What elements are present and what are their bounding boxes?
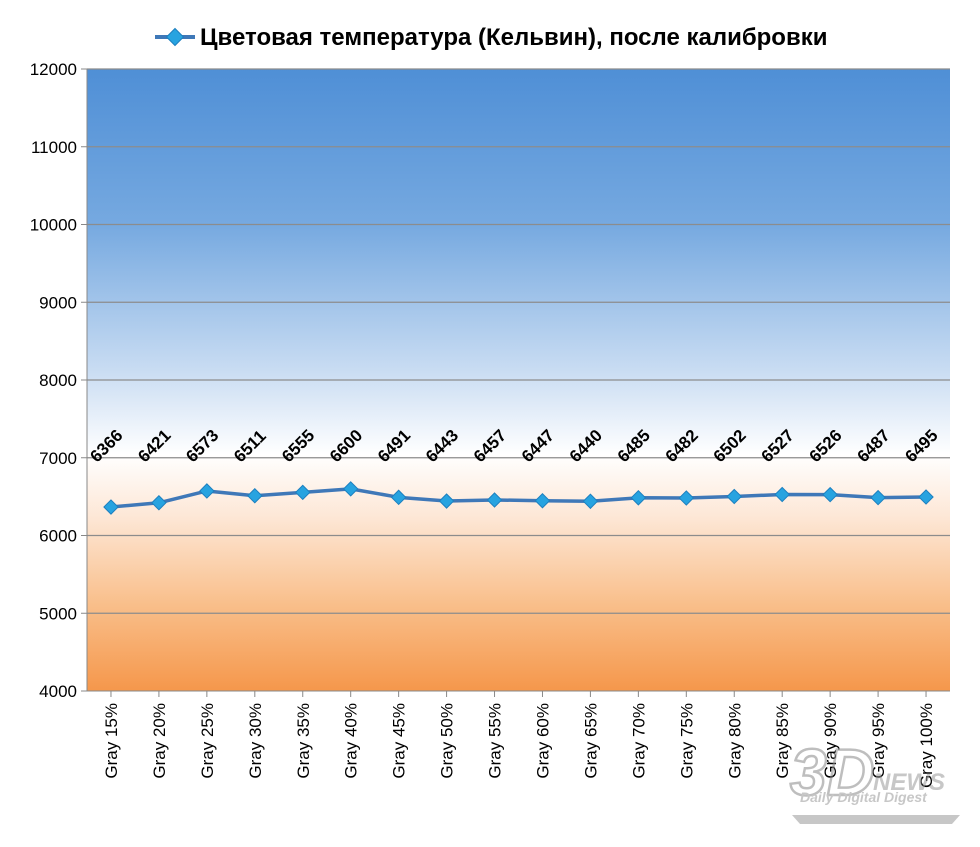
data-point [294, 484, 311, 501]
x-axis: Gray 15% Gray 20% Gray 25% Gray 30% Gray 35%… [87, 690, 950, 788]
x-tick-label: Gray 40% [342, 703, 361, 779]
svg-text:3D: 3D [790, 735, 874, 809]
data-point [534, 492, 551, 509]
y-tick-label: 7000 [39, 449, 77, 468]
x-tick-label: Gray 90% [821, 703, 840, 779]
x-tick-label: Gray 95% [869, 703, 888, 779]
x-tick-label: Gray 50% [438, 703, 457, 779]
gridlines [87, 68, 950, 614]
x-tick-label: Gray 55% [486, 703, 505, 779]
y-tick-label: 8000 [39, 371, 77, 390]
x-tick-label: Gray 60% [533, 703, 552, 779]
data-point [870, 489, 886, 506]
data-point [822, 486, 838, 503]
y-tick-label: 11000 [31, 138, 77, 157]
3dnews-logo-watermark: 3D NEWS Daily Digital Digest [789, 734, 960, 824]
legend: Цветовая температура (Кельвин), после ка… [155, 24, 827, 51]
y-tick-label: 4000 [39, 682, 77, 701]
x-tick-label: Gray 75% [677, 703, 696, 779]
x-tick-label: Gray 65% [581, 703, 600, 779]
data-point [918, 489, 934, 505]
y-tick-label: 6000 [39, 527, 77, 546]
x-tick-label: Gray 30% [246, 703, 265, 779]
x-tick-label: Gray 25% [198, 703, 217, 779]
x-tick-label: Gray 80% [725, 703, 744, 779]
data-point [486, 492, 503, 508]
y-tick-label: 10000 [30, 216, 77, 235]
data-point [342, 481, 359, 497]
x-tick-label: Gray 20% [150, 703, 169, 779]
data-point [630, 490, 647, 506]
data-point [247, 487, 263, 504]
y-tick-label: 5000 [39, 604, 77, 623]
data-point [103, 499, 119, 515]
svg-text:Daily Digital Digest: Daily Digital Digest [800, 789, 928, 805]
svg-text:NEWS: NEWS [873, 769, 945, 796]
x-tick-label: Gray 45% [390, 703, 409, 779]
y-tick-label: 12000 [30, 60, 77, 79]
data-point [199, 483, 215, 499]
x-tick-label: Gray 70% [629, 703, 648, 779]
data-point [151, 494, 167, 511]
data-point [438, 493, 455, 509]
chart-title: Цветовая температура (Кельвин), после ка… [200, 24, 827, 51]
data-point [390, 489, 407, 506]
data-point [726, 488, 743, 505]
data-point [774, 486, 790, 503]
x-tick-label: Gray 15% [102, 703, 121, 779]
data-point [582, 493, 599, 510]
series-line-group [103, 481, 934, 515]
x-tick-label: Gray 100% [917, 703, 936, 788]
data-point [678, 490, 695, 506]
y-tick-label: 9000 [39, 293, 77, 312]
x-tick-label: Gray 85% [773, 703, 792, 779]
x-tick-label: Gray 35% [294, 703, 313, 779]
legend-marker-icon [165, 27, 185, 47]
series-line [110, 487, 927, 509]
y-axis: 4000 5000 6000 7000 8000 9000 10000 11000 12000 [30, 60, 88, 701]
